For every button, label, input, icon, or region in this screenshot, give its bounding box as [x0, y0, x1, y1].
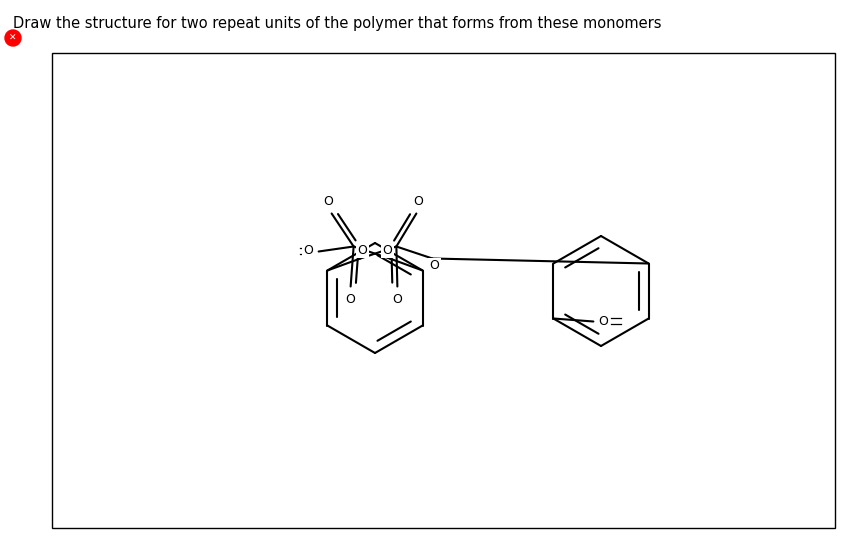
Text: O: O: [392, 293, 402, 306]
Bar: [52, 53, 835, 528]
Text: O: O: [357, 244, 368, 257]
Text: O: O: [346, 293, 356, 306]
Text: O: O: [383, 244, 392, 257]
Circle shape: [5, 30, 21, 46]
Text: ✕: ✕: [9, 33, 17, 43]
Text: O: O: [304, 244, 313, 257]
Text: O: O: [599, 315, 608, 328]
Text: Draw the structure for two repeat units of the polymer that forms from these mon: Draw the structure for two repeat units …: [13, 16, 661, 31]
Text: O: O: [413, 195, 424, 208]
Text: O: O: [323, 195, 334, 208]
Text: O: O: [430, 259, 439, 272]
